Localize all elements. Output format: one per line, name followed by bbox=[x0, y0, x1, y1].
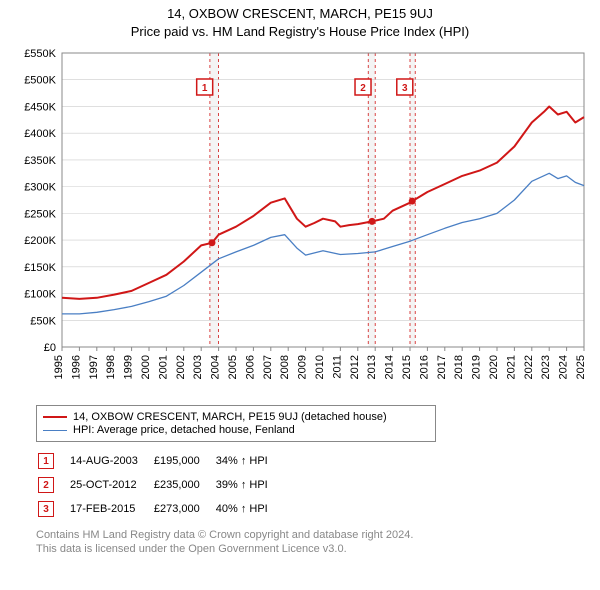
svg-text:£450K: £450K bbox=[24, 101, 56, 113]
legend-label-property: 14, OXBOW CRESCENT, MARCH, PE15 9UJ (det… bbox=[73, 411, 387, 423]
table-row: 317-FEB-2015£273,00040% ↑ HPI bbox=[38, 498, 282, 520]
svg-text:£50K: £50K bbox=[30, 315, 56, 327]
price-chart: £0 £50K £100K £150K £200K £250K £300K £350K £400… bbox=[6, 47, 594, 397]
svg-text:2012: 2012 bbox=[349, 355, 361, 379]
sale-marker: 2 bbox=[38, 474, 68, 496]
svg-text:2001: 2001 bbox=[157, 355, 169, 379]
svg-text:2025: 2025 bbox=[575, 355, 587, 379]
svg-text:£350K: £350K bbox=[24, 155, 56, 167]
svg-text:1995: 1995 bbox=[53, 355, 65, 379]
svg-text:£250K: £250K bbox=[24, 208, 56, 220]
sale-vs-hpi: 39% ↑ HPI bbox=[216, 474, 282, 496]
svg-text:2019: 2019 bbox=[471, 355, 483, 379]
svg-text:2017: 2017 bbox=[436, 355, 448, 379]
svg-text:1998: 1998 bbox=[105, 355, 117, 379]
sale-vs-hpi: 40% ↑ HPI bbox=[216, 498, 282, 520]
svg-text:2024: 2024 bbox=[558, 355, 570, 379]
sale-date: 14-AUG-2003 bbox=[70, 450, 152, 472]
legend: 14, OXBOW CRESCENT, MARCH, PE15 9UJ (det… bbox=[36, 405, 436, 442]
attribution: Contains HM Land Registry data © Crown c… bbox=[36, 528, 556, 557]
chart-title-sub: Price paid vs. HM Land Registry's House … bbox=[6, 24, 594, 39]
svg-text:2005: 2005 bbox=[227, 355, 239, 379]
svg-text:3: 3 bbox=[402, 83, 408, 94]
svg-text:2007: 2007 bbox=[262, 355, 274, 379]
svg-text:£500K: £500K bbox=[24, 75, 56, 87]
sale-price: £235,000 bbox=[154, 474, 214, 496]
sale-marker: 1 bbox=[38, 450, 68, 472]
svg-text:1: 1 bbox=[202, 83, 208, 94]
svg-text:£300K: £300K bbox=[24, 182, 56, 194]
legend-swatch-hpi bbox=[43, 430, 67, 431]
svg-text:2006: 2006 bbox=[244, 355, 256, 379]
sale-price: £195,000 bbox=[154, 450, 214, 472]
sale-date: 17-FEB-2015 bbox=[70, 498, 152, 520]
svg-text:2021: 2021 bbox=[505, 355, 517, 379]
svg-text:2022: 2022 bbox=[523, 355, 535, 379]
sale-vs-hpi: 34% ↑ HPI bbox=[216, 450, 282, 472]
legend-row-property: 14, OXBOW CRESCENT, MARCH, PE15 9UJ (det… bbox=[43, 411, 429, 423]
svg-text:2018: 2018 bbox=[453, 355, 465, 379]
attribution-line2: This data is licensed under the Open Gov… bbox=[36, 542, 556, 556]
sales-table: 114-AUG-2003£195,00034% ↑ HPI225-OCT-201… bbox=[36, 448, 284, 522]
sale-date: 25-OCT-2012 bbox=[70, 474, 152, 496]
svg-text:2004: 2004 bbox=[210, 355, 222, 379]
legend-swatch-property bbox=[43, 416, 67, 418]
table-row: 225-OCT-2012£235,00039% ↑ HPI bbox=[38, 474, 282, 496]
sale-marker: 3 bbox=[38, 498, 68, 520]
svg-text:£0: £0 bbox=[44, 342, 56, 354]
svg-text:2010: 2010 bbox=[314, 355, 326, 379]
svg-text:£200K: £200K bbox=[24, 235, 56, 247]
svg-text:£100K: £100K bbox=[24, 289, 56, 301]
svg-text:2011: 2011 bbox=[331, 355, 343, 379]
svg-text:2000: 2000 bbox=[140, 355, 152, 379]
svg-text:2015: 2015 bbox=[401, 355, 413, 379]
chart-svg: £0 £50K £100K £150K £200K £250K £300K £350K £400… bbox=[6, 47, 594, 397]
attribution-line1: Contains HM Land Registry data © Crown c… bbox=[36, 528, 556, 542]
sale-price: £273,000 bbox=[154, 498, 214, 520]
svg-text:2020: 2020 bbox=[488, 355, 500, 379]
svg-text:1996: 1996 bbox=[70, 355, 82, 379]
svg-text:1997: 1997 bbox=[88, 355, 100, 379]
svg-text:2008: 2008 bbox=[279, 355, 291, 379]
svg-text:£150K: £150K bbox=[24, 262, 56, 274]
legend-label-hpi: HPI: Average price, detached house, Fenl… bbox=[73, 424, 295, 436]
svg-text:2013: 2013 bbox=[366, 355, 378, 379]
table-row: 114-AUG-2003£195,00034% ↑ HPI bbox=[38, 450, 282, 472]
svg-text:£400K: £400K bbox=[24, 128, 56, 140]
svg-text:2014: 2014 bbox=[384, 355, 396, 379]
svg-text:2009: 2009 bbox=[297, 355, 309, 379]
legend-row-hpi: HPI: Average price, detached house, Fenl… bbox=[43, 424, 429, 436]
svg-text:2: 2 bbox=[360, 83, 366, 94]
svg-text:2023: 2023 bbox=[540, 355, 552, 379]
svg-text:2002: 2002 bbox=[175, 355, 187, 379]
svg-text:2003: 2003 bbox=[192, 355, 204, 379]
svg-text:£550K: £550K bbox=[24, 48, 56, 60]
svg-text:1999: 1999 bbox=[123, 355, 135, 379]
svg-text:2016: 2016 bbox=[418, 355, 430, 379]
chart-title-address: 14, OXBOW CRESCENT, MARCH, PE15 9UJ bbox=[6, 6, 594, 21]
